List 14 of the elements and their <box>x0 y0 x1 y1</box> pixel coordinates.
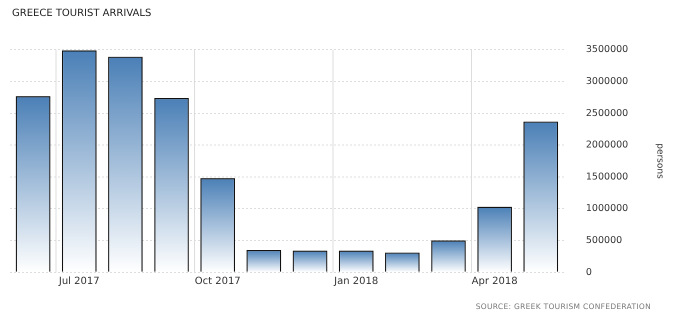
x-tick-label: Jan 2018 <box>333 276 378 287</box>
x-tick-label: Oct 2017 <box>194 276 241 287</box>
y-tick-label: 3000000 <box>586 76 628 87</box>
y-tick-label: 500000 <box>586 234 622 246</box>
y-tick-label: 2500000 <box>586 108 628 119</box>
y-tick-label: 2000000 <box>586 140 628 151</box>
x-tick-label: Apr 2018 <box>472 276 518 287</box>
chart-title: GREECE TOURIST ARRIVALS <box>12 8 152 19</box>
y-tick-label: 1000000 <box>586 203 628 214</box>
y-tick-label: 3500000 <box>586 44 628 56</box>
y-axis-title: persons <box>654 143 664 180</box>
y-tick-label: 0 <box>586 266 592 278</box>
x-tick-label: Jul 2017 <box>58 276 100 287</box>
y-tick-label: 1500000 <box>586 171 628 182</box>
